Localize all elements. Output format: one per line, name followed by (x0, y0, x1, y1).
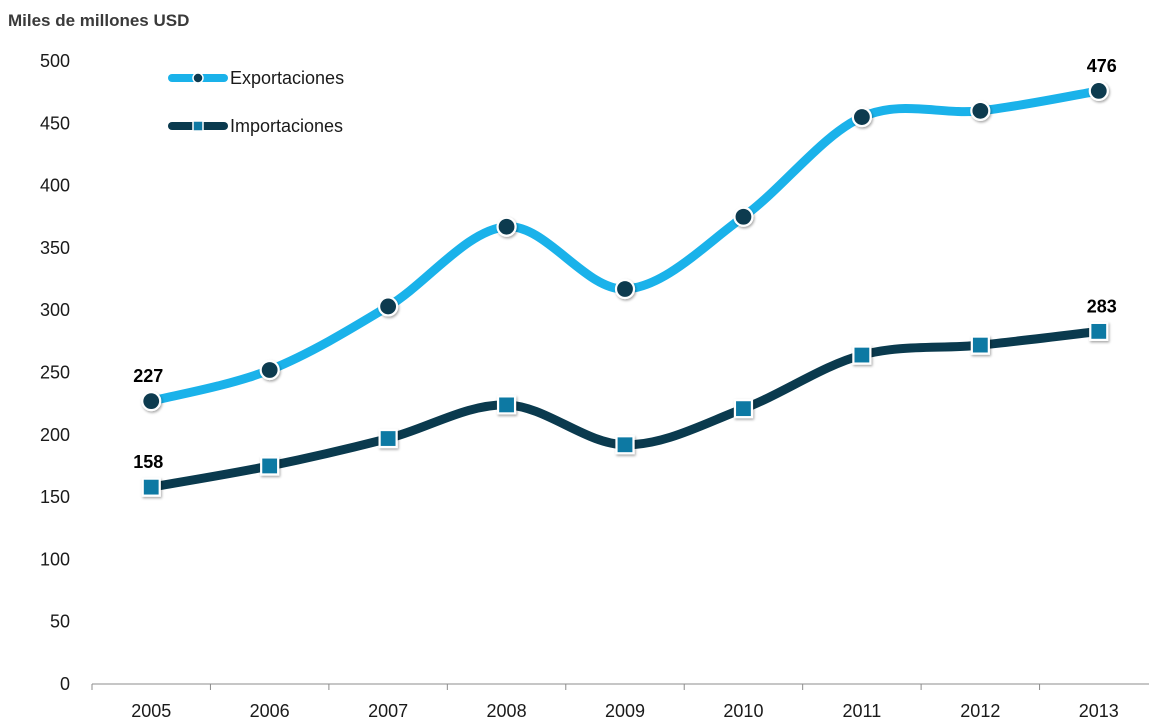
data-point-exportaciones-2008 (496, 216, 517, 237)
data-point-importaciones-2007 (378, 428, 398, 449)
y-tick-label: 500 (40, 51, 70, 71)
data-point-exportaciones-2010 (733, 206, 754, 227)
data-point-importaciones-2013 (1089, 321, 1109, 341)
data-point-importaciones-2011 (852, 345, 872, 365)
legend-item-exportaciones: Exportaciones (168, 68, 344, 88)
data-point-importaciones-2012 (970, 335, 990, 355)
x-tick-label: 2013 (1079, 701, 1119, 721)
legend-label-exportaciones: Exportaciones (230, 68, 344, 88)
legend-marker-exportaciones (192, 72, 204, 84)
y-tick-label: 400 (40, 176, 70, 196)
y-tick-label: 50 (50, 612, 70, 632)
y-tick-label: 250 (40, 363, 70, 383)
data-label-exportaciones-2013: 476 (1087, 56, 1117, 76)
x-tick-label: 2008 (487, 701, 527, 721)
x-tick-label: 2005 (131, 701, 171, 721)
legend-item-importaciones: Importaciones (168, 116, 343, 136)
data-point-importaciones-2008 (496, 395, 517, 415)
data-point-importaciones-2005 (141, 477, 161, 497)
data-label-importaciones-2005: 158 (133, 452, 163, 472)
data-label-exportaciones-2005: 227 (133, 366, 163, 386)
y-axis-unit-label: Miles de millones USD (8, 11, 189, 30)
series-exportaciones (141, 80, 1109, 412)
legend-label-importaciones: Importaciones (230, 116, 343, 136)
data-point-exportaciones-2006 (259, 359, 280, 381)
y-tick-label: 100 (40, 549, 70, 569)
data-point-exportaciones-2011 (851, 106, 872, 128)
data-point-exportaciones-2013 (1088, 80, 1109, 102)
x-tick-label: 2009 (605, 701, 645, 721)
y-tick-label: 350 (40, 238, 70, 258)
y-tick-label: 300 (40, 300, 70, 320)
x-tick-label: 2010 (723, 701, 763, 721)
x-tick-label: 2007 (368, 701, 408, 721)
x-tick-label: 2011 (843, 701, 882, 721)
y-tick-label: 200 (40, 425, 70, 445)
series-line-exportaciones (146, 86, 1104, 406)
data-point-importaciones-2010 (733, 399, 754, 419)
y-tick-label: 450 (40, 113, 70, 133)
data-point-exportaciones-2007 (378, 296, 399, 317)
data-point-exportaciones-2005 (141, 391, 162, 412)
legend-marker-importaciones (192, 120, 204, 132)
x-tick-label: 2006 (250, 701, 290, 721)
data-point-importaciones-2009 (615, 435, 635, 455)
data-point-exportaciones-2012 (970, 100, 991, 121)
x-tick-label: 2012 (960, 701, 1000, 721)
data-point-exportaciones-2009 (614, 278, 636, 300)
series-importaciones (141, 321, 1109, 497)
data-point-importaciones-2006 (260, 456, 280, 476)
y-tick-label: 0 (60, 674, 70, 694)
y-tick-label: 150 (40, 487, 70, 507)
data-label-importaciones-2013: 283 (1087, 296, 1117, 316)
